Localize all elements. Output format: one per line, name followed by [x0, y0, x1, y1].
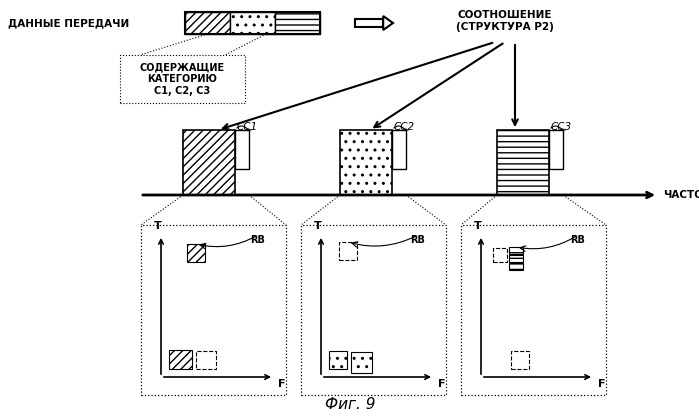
- Bar: [301, 225, 446, 395]
- Bar: [120, 55, 245, 103]
- Bar: [141, 225, 286, 395]
- Text: F: F: [438, 379, 445, 389]
- Bar: [509, 255, 523, 262]
- Text: ДАННЫЕ ПЕРЕДАЧИ: ДАННЫЕ ПЕРЕДАЧИ: [8, 18, 129, 28]
- Bar: [392, 130, 406, 169]
- Bar: [183, 130, 235, 195]
- Bar: [493, 248, 507, 262]
- Bar: [196, 351, 216, 369]
- Text: RB: RB: [250, 235, 266, 245]
- Bar: [355, 19, 383, 27]
- Text: RB: RB: [570, 235, 586, 245]
- Text: ЧАСТОТА: ЧАСТОТА: [663, 190, 699, 200]
- Text: F: F: [598, 379, 605, 389]
- Bar: [509, 263, 523, 270]
- Text: T: T: [154, 221, 162, 231]
- Bar: [339, 242, 357, 260]
- Bar: [329, 351, 347, 369]
- Bar: [351, 352, 372, 373]
- Bar: [497, 130, 549, 195]
- Text: T: T: [314, 221, 322, 231]
- Text: Фиг. 9: Фиг. 9: [325, 397, 375, 412]
- Text: СООТНОШЕНИЕ
(СТРУКТУРА Р2): СООТНОШЕНИЕ (СТРУКТУРА Р2): [456, 10, 554, 32]
- Bar: [511, 351, 529, 369]
- Bar: [235, 130, 249, 169]
- Polygon shape: [383, 16, 393, 30]
- Bar: [185, 12, 320, 34]
- Bar: [187, 244, 205, 262]
- Text: RB: RB: [410, 235, 426, 245]
- Bar: [461, 225, 606, 395]
- Text: СС1: СС1: [237, 122, 258, 132]
- Text: СС3: СС3: [551, 122, 572, 132]
- Bar: [185, 12, 230, 34]
- Bar: [275, 12, 320, 34]
- Bar: [230, 12, 275, 34]
- Text: СОДЕРЖАЩИЕ
КАТЕГОРИЮ
С1, С2, С3: СОДЕРЖАЩИЕ КАТЕГОРИЮ С1, С2, С3: [140, 62, 225, 96]
- Bar: [169, 350, 192, 369]
- Bar: [509, 247, 523, 254]
- Text: T: T: [474, 221, 482, 231]
- Bar: [549, 130, 563, 169]
- Text: СС2: СС2: [394, 122, 415, 132]
- Text: F: F: [278, 379, 285, 389]
- Bar: [340, 130, 392, 195]
